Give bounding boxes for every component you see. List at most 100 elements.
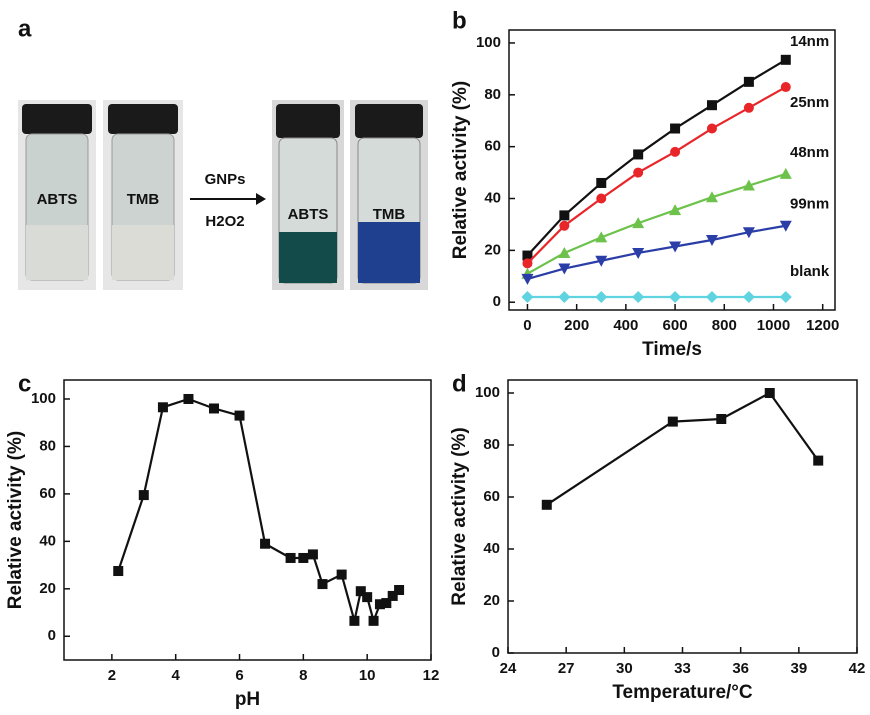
marker [596, 193, 607, 204]
y-tick-label: 100 [476, 34, 501, 51]
marker [521, 291, 534, 304]
x-tick-label: 1000 [757, 317, 790, 334]
marker [234, 410, 245, 421]
series-label: 99nm [790, 196, 829, 213]
marker [355, 586, 366, 597]
liquid [358, 222, 420, 283]
marker [522, 258, 533, 269]
series-line [526, 172, 787, 275]
x-tick-label: 1200 [806, 317, 839, 334]
marker [670, 123, 681, 134]
y-tick-label: 20 [483, 592, 500, 609]
vial-label: TMB [373, 206, 406, 223]
marker [742, 227, 755, 239]
marker [595, 291, 608, 304]
marker [632, 291, 645, 304]
y-tick-label: 60 [39, 485, 56, 502]
y-tick-label: 0 [48, 627, 56, 644]
marker [349, 615, 360, 626]
marker [317, 579, 328, 590]
x-tick-label: 2 [108, 667, 116, 684]
marker [368, 615, 379, 626]
y-axis-label: Relative activity (%) [449, 427, 470, 605]
y-tick-label: 0 [493, 293, 501, 310]
x-tick-label: 4 [172, 667, 181, 684]
x-tick-label: 24 [500, 660, 517, 677]
marker [670, 146, 681, 157]
marker [157, 402, 168, 413]
marker [374, 599, 385, 610]
y-tick-label: 80 [39, 437, 56, 454]
x-tick-label: 800 [712, 317, 737, 334]
marker [298, 552, 309, 563]
marker [362, 592, 373, 603]
y-axis-label: Relative activity (%) [450, 81, 471, 259]
series-label: 25nm [790, 94, 829, 111]
marker [667, 416, 678, 427]
x-tick-label: 27 [558, 660, 575, 677]
marker [669, 241, 682, 253]
marker [716, 414, 727, 424]
vial-cap [22, 104, 92, 134]
x-tick-label: 400 [613, 317, 638, 334]
marker [706, 100, 717, 111]
x-tick-label: 33 [674, 660, 691, 677]
y-tick-label: 40 [484, 189, 501, 206]
marker [779, 167, 792, 179]
marker [521, 273, 534, 285]
panel-letter: c [18, 370, 31, 397]
vial-label: TMB [127, 191, 160, 208]
x-tick-label: 8 [299, 667, 307, 684]
y-tick-label: 60 [483, 488, 500, 505]
marker [632, 247, 645, 259]
marker [742, 291, 755, 304]
marker [633, 167, 644, 178]
liquid [112, 225, 174, 280]
marker [558, 291, 571, 304]
x-axis-label: Temperature/°C [612, 682, 753, 703]
plot-frame [508, 29, 836, 311]
x-tick-label: 42 [849, 660, 866, 677]
arrow-label: H2O2 [205, 213, 244, 230]
marker [138, 490, 149, 501]
marker [558, 263, 571, 275]
arrow-label: GNPs [205, 171, 246, 188]
y-tick-label: 40 [483, 540, 500, 557]
y-tick-label: 60 [484, 138, 501, 155]
x-tick-label: 12 [423, 667, 440, 684]
marker [705, 191, 718, 203]
marker [387, 590, 398, 601]
x-tick-label: 6 [235, 667, 243, 684]
x-tick-label: 30 [616, 660, 633, 677]
marker [742, 179, 755, 191]
marker [633, 149, 644, 160]
x-tick-label: 10 [359, 667, 376, 684]
marker [183, 393, 194, 404]
photo-panel: a ABTS TMB ABTS TMB GNPs H2O2 [18, 15, 428, 290]
series-line [526, 58, 787, 257]
y-tick-label: 40 [39, 532, 56, 549]
y-tick-label: 20 [484, 241, 501, 258]
series-line [526, 86, 787, 265]
marker [522, 250, 533, 261]
y-tick-label: 80 [484, 86, 501, 103]
marker [669, 204, 682, 216]
marker [595, 255, 608, 267]
marker [208, 403, 219, 414]
series-label: blank [790, 263, 830, 280]
y-tick-label: 100 [475, 384, 500, 401]
marker [632, 217, 645, 229]
x-tick-label: 0 [523, 317, 531, 334]
marker [780, 54, 791, 65]
marker [669, 291, 682, 304]
panel-letter: d [452, 370, 467, 397]
marker [285, 552, 296, 563]
marker [779, 291, 792, 304]
marker [559, 220, 570, 231]
series-line [546, 391, 820, 506]
x-tick-label: 200 [564, 317, 589, 334]
marker [596, 177, 607, 188]
marker [381, 598, 392, 609]
vial-label: ABTS [288, 206, 329, 223]
